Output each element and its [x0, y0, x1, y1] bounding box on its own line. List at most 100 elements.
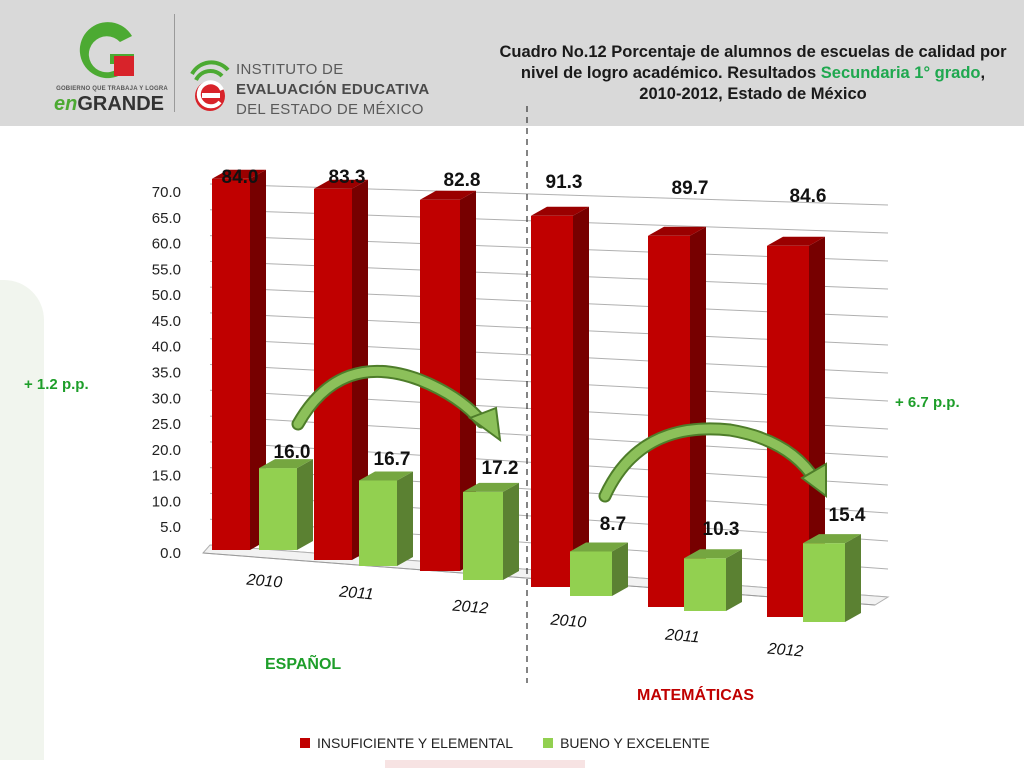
bar-bueno-1-top: [359, 471, 413, 481]
y-tick-label: 25.0: [152, 416, 181, 433]
x-category-label: 2012: [451, 597, 489, 617]
bar-bueno-0-side: [297, 459, 313, 550]
bar-insuficiente-4-front: [648, 235, 690, 608]
bar-bueno-3-top: [570, 542, 628, 552]
x-category-label: 2010: [549, 611, 587, 631]
x-category-label: 2011: [664, 626, 701, 646]
y-tick-label: 5.0: [160, 519, 181, 536]
bar-bueno-2: [463, 482, 519, 580]
bar-bueno-0: [259, 459, 313, 550]
bar-bueno-4: [684, 549, 742, 611]
bar-insuficiente-0-front: [212, 178, 250, 551]
y-tick-label: 45.0: [152, 313, 181, 330]
title-part-1: Cuadro No.12 Porcentaje de alumnos de es…: [499, 43, 1007, 82]
y-tick-label: 15.0: [152, 468, 181, 485]
x-category-label: 2011: [338, 583, 375, 603]
bar-insuficiente-1-top: [314, 179, 368, 189]
y-tick-label: 60.0: [152, 236, 181, 253]
bar-bueno-5-side: [845, 534, 861, 622]
data-label-bueno: 16.7: [374, 449, 411, 470]
bar-insuficiente-5-side: [809, 236, 825, 618]
matematicas-arrow-icon-body: [600, 424, 820, 501]
bottom-decoration: [385, 760, 585, 768]
bar-bueno-0-front: [259, 468, 297, 550]
x-category-label: 2012: [766, 640, 804, 660]
bar-bueno-5: [803, 534, 861, 622]
bar-insuficiente-2-side: [460, 190, 476, 572]
matematicas-arrow-icon: [598, 422, 827, 503]
engrande-grande: GRANDE: [77, 93, 165, 115]
label-layer: 0.0 5.0 10.0 15.0 20.0 25.0 30.0 35.0 40.0 45.0 50…: [152, 167, 866, 661]
bar-bueno-2-front: [463, 491, 503, 580]
bar-insuficiente-3-front: [531, 215, 573, 588]
bar-bueno-1-side: [397, 471, 413, 566]
y-tick-label: 70.0: [152, 184, 181, 201]
bar-bueno-4-top: [684, 549, 742, 559]
bar-insuficiente-4-top: [648, 226, 706, 236]
bar-bueno-3-front: [570, 551, 612, 596]
y-tick-label: 50.0: [152, 287, 181, 304]
matematicas-arrow-icon-head: [800, 462, 827, 498]
data-label-bueno: 8.7: [600, 514, 626, 535]
bar-insuficiente-5-front: [767, 245, 809, 618]
gobierno-tagline: GOBIERNO QUE TRABAJA Y LOGRA: [56, 86, 168, 92]
data-label-insuficiente: 83.3: [329, 167, 366, 188]
bar-bueno-5-front: [803, 543, 845, 622]
y-tick-label: 55.0: [152, 261, 181, 278]
bar-bueno-1: [359, 471, 413, 566]
logo-divider: [174, 14, 175, 112]
bar-insuficiente-0-top: [212, 169, 266, 179]
legend-swatch-green: [543, 738, 554, 748]
espanol-group-label: ESPAÑOL: [265, 656, 342, 673]
title-highlight: Secundaria 1° grado: [820, 64, 981, 82]
espanol-change-label: + 1.2 p.p.: [24, 376, 89, 393]
title-part-2: , 2010-2012, Estado de México: [639, 64, 986, 103]
header-banner: [0, 0, 1024, 126]
legend-item-insuficiente: INSUFICIENTE Y ELEMENTAL: [300, 735, 513, 751]
bar-insuficiente-4-side: [690, 226, 706, 608]
bar-bueno-1-front: [359, 480, 397, 566]
bar-bueno-0-top: [259, 459, 313, 469]
y-tick-label: 20.0: [152, 442, 181, 459]
bar-insuficiente-0: [212, 169, 266, 551]
y-tick-label: 0.0: [160, 545, 181, 562]
bar-insuficiente-3: [531, 206, 589, 588]
engrande-wordmark: enGRANDE: [54, 93, 164, 116]
legend-label-insuficiente: INSUFICIENTE Y ELEMENTAL: [317, 735, 514, 751]
bar-layer: [212, 169, 861, 622]
bar-bueno-4-front: [684, 558, 726, 611]
ieeem-e-logo-icon: [190, 60, 230, 111]
bar-insuficiente-5-top: [767, 236, 825, 246]
data-label-bueno: 17.2: [482, 458, 519, 479]
legend-label-bueno: BUENO Y EXCELENTE: [560, 735, 710, 751]
espanol-arrow-icon-body: [293, 366, 487, 429]
bar-bueno-3-side: [612, 542, 628, 596]
bar-bueno-2-top: [463, 482, 519, 492]
data-label-insuficiente: 84.0: [222, 167, 259, 188]
y-tick-label: 10.0: [152, 493, 181, 510]
data-label-bueno: 10.3: [703, 519, 740, 540]
bar-insuficiente-2-top: [420, 190, 476, 200]
data-label-bueno: 15.4: [829, 505, 866, 526]
espanol-arrow-icon: [291, 364, 502, 443]
espanol-arrow-icon-head: [467, 406, 502, 443]
legend-item-bueno: BUENO Y EXCELENTE: [543, 735, 710, 751]
data-label-insuficiente: 82.8: [444, 170, 481, 191]
y-tick-label: 40.0: [152, 339, 181, 356]
institute-name: INSTITUTO DE EVALUACIÓN EDUCATIVA DEL ES…: [236, 60, 430, 120]
bar-insuficiente-0-side: [250, 169, 266, 551]
legend-swatch-red: [300, 738, 310, 748]
side-decoration: [0, 280, 44, 760]
data-label-insuficiente: 89.7: [672, 178, 709, 199]
y-tick-label: 35.0: [152, 365, 181, 382]
y-tick-label: 30.0: [152, 390, 181, 407]
x-category-label: 2010: [245, 571, 283, 591]
bar-insuficiente-3-side: [573, 206, 589, 588]
bar-bueno-3: [570, 542, 628, 596]
institute-line-2: EVALUACIÓN EDUCATIVA: [236, 81, 430, 98]
bar-insuficiente-5: [767, 236, 825, 618]
data-label-bueno: 16.0: [274, 442, 311, 463]
institute-line-3: DEL ESTADO DE MÉXICO: [236, 101, 424, 118]
bar-bueno-2-side: [503, 482, 519, 580]
